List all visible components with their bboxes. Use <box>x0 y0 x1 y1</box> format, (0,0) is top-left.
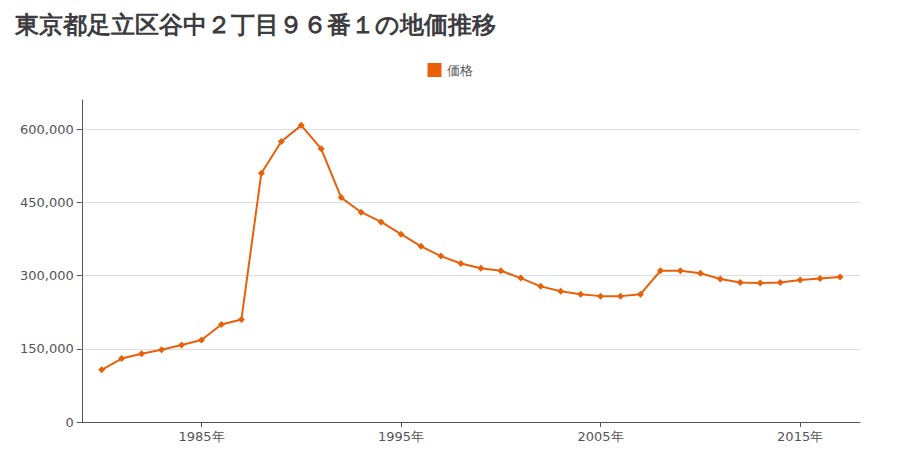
svg-text:1995年: 1995年 <box>378 429 424 444</box>
svg-text:2015年: 2015年 <box>777 429 823 444</box>
svg-text:450,000: 450,000 <box>20 195 74 210</box>
svg-text:東京都足立区谷中２丁目９６番１の地価推移: 東京都足立区谷中２丁目９６番１の地価推移 <box>14 11 496 39</box>
svg-text:0: 0 <box>65 415 73 430</box>
svg-text:価格: 価格 <box>447 63 473 78</box>
svg-text:1985年: 1985年 <box>178 429 224 444</box>
svg-text:2005年: 2005年 <box>578 429 624 444</box>
svg-text:150,000: 150,000 <box>20 341 74 356</box>
svg-text:300,000: 300,000 <box>20 268 74 283</box>
svg-text:600,000: 600,000 <box>20 122 74 137</box>
